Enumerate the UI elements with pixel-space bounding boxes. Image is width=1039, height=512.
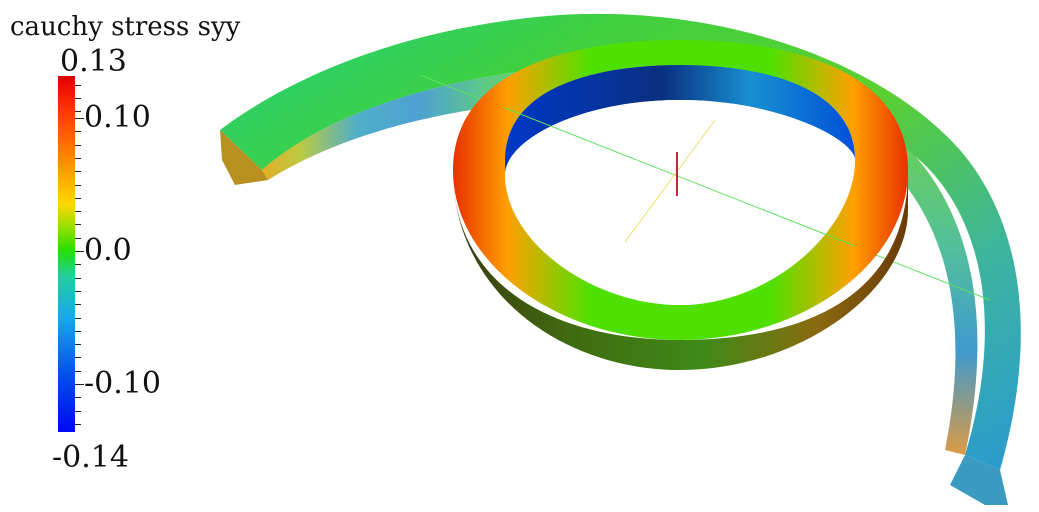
outer-arm-inner-wall-right <box>845 110 978 455</box>
colorbar-tick-minor <box>75 278 81 279</box>
ring-top-face <box>453 40 908 340</box>
colorbar-tick-minor <box>75 331 81 332</box>
colorbar-tick-minor <box>75 111 81 112</box>
colorbar-tick-major <box>75 251 84 252</box>
colorbar-label: 0.10 <box>84 100 151 135</box>
colorbar-tick-minor <box>75 98 81 99</box>
colorbar-tick-minor <box>75 224 81 225</box>
colorbar-tick-minor <box>75 264 81 265</box>
colorbar-tick-minor <box>75 198 81 199</box>
colorbar-tick-minor <box>75 131 81 132</box>
colorbar <box>58 76 75 432</box>
colorbar-tick-minor <box>75 238 81 239</box>
colorbar-tick-minor <box>75 318 81 319</box>
colorbar-max-label: 0.13 <box>60 44 127 79</box>
colorbar-tick-minor <box>75 371 81 372</box>
outer-arm-start-cap <box>220 130 268 185</box>
colorbar-tick-major <box>75 118 84 119</box>
ring-inner-wall <box>505 65 855 175</box>
colorbar-tick-major <box>75 384 84 385</box>
colorbar-label: 0.0 <box>84 233 132 268</box>
colorbar-tick-minor <box>75 304 81 305</box>
axis-yellow-inner <box>624 119 716 243</box>
outer-arm-end-cap <box>950 455 1008 505</box>
colorbar-tick-minor <box>75 357 81 358</box>
colorbar-label: -0.10 <box>84 366 161 401</box>
colorbar-tick-minor <box>75 291 81 292</box>
colorbar-tick-minor <box>75 185 81 186</box>
colorbar-tick-minor <box>75 211 81 212</box>
axis-green-inner <box>504 107 856 247</box>
colorbar-tick-minor <box>75 158 81 159</box>
colorbar-min-label: -0.14 <box>52 440 129 475</box>
legend-title: cauchy stress syy <box>10 12 241 42</box>
colorbar-tick-minor <box>75 397 81 398</box>
colorbar-tick-minor <box>75 145 81 146</box>
colorbar-tick-minor <box>75 171 81 172</box>
colorbar-tick-minor <box>75 85 81 86</box>
colorbar-tick-minor <box>75 344 81 345</box>
colorbar-tick-minor <box>75 411 81 412</box>
colorbar-tick-minor <box>75 424 81 425</box>
ring-center-opening <box>505 100 855 305</box>
